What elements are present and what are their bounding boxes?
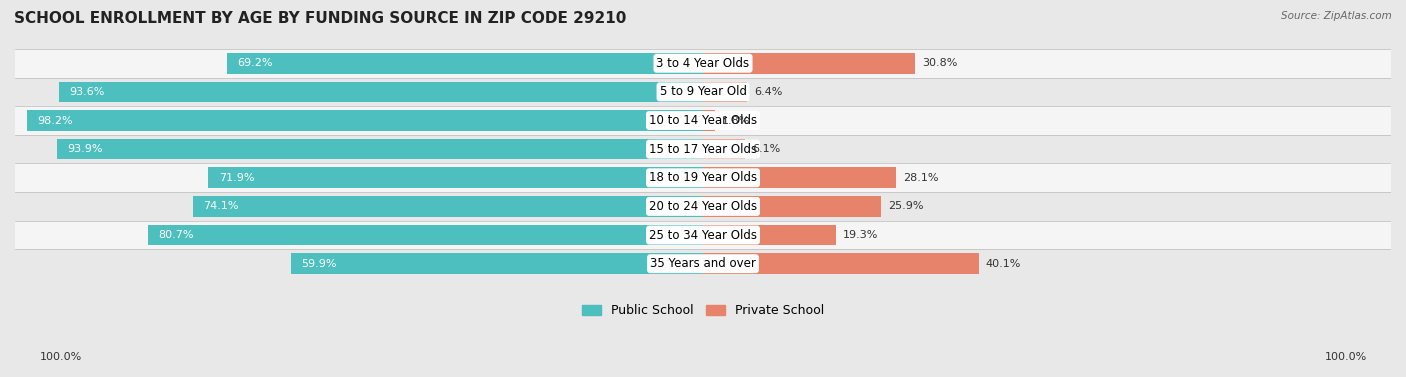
Text: 20 to 24 Year Olds: 20 to 24 Year Olds [650,200,756,213]
Bar [15,49,1391,78]
Bar [15,192,1391,221]
Bar [703,81,747,102]
Bar [291,253,703,274]
Bar [226,53,703,74]
Text: 19.3%: 19.3% [842,230,877,240]
Bar [193,196,703,217]
Text: 5 to 9 Year Old: 5 to 9 Year Old [659,85,747,98]
Bar [148,225,703,245]
Text: 25 to 34 Year Olds: 25 to 34 Year Olds [650,228,756,242]
Bar [703,196,882,217]
Bar [59,81,703,102]
Bar [703,167,897,188]
Bar [208,167,703,188]
Bar [15,249,1391,278]
Text: 15 to 17 Year Olds: 15 to 17 Year Olds [650,143,756,156]
Text: 100.0%: 100.0% [39,352,82,362]
Text: 93.6%: 93.6% [69,87,104,97]
Bar [703,110,716,131]
Text: SCHOOL ENROLLMENT BY AGE BY FUNDING SOURCE IN ZIP CODE 29210: SCHOOL ENROLLMENT BY AGE BY FUNDING SOUR… [14,11,627,26]
Bar [703,139,745,159]
Text: 80.7%: 80.7% [157,230,194,240]
Text: 6.4%: 6.4% [754,87,782,97]
Bar [27,110,703,131]
Text: 98.2%: 98.2% [38,115,73,126]
Text: 59.9%: 59.9% [301,259,336,269]
Text: 35 Years and over: 35 Years and over [650,257,756,270]
Text: Source: ZipAtlas.com: Source: ZipAtlas.com [1281,11,1392,21]
Bar [703,53,915,74]
Text: 93.9%: 93.9% [67,144,103,154]
Bar [15,106,1391,135]
Bar [58,139,703,159]
Text: 74.1%: 74.1% [204,201,239,211]
Bar [15,78,1391,106]
Text: 30.8%: 30.8% [922,58,957,68]
Bar [703,225,835,245]
Text: 3 to 4 Year Olds: 3 to 4 Year Olds [657,57,749,70]
Text: 28.1%: 28.1% [903,173,939,183]
Text: 40.1%: 40.1% [986,259,1021,269]
Text: 1.8%: 1.8% [723,115,751,126]
Text: 71.9%: 71.9% [219,173,254,183]
Bar [15,221,1391,249]
Text: 25.9%: 25.9% [889,201,924,211]
Bar [15,135,1391,164]
Text: 10 to 14 Year Olds: 10 to 14 Year Olds [650,114,756,127]
Text: 69.2%: 69.2% [238,58,273,68]
Text: 18 to 19 Year Olds: 18 to 19 Year Olds [650,171,756,184]
Legend: Public School, Private School: Public School, Private School [576,299,830,322]
Bar [703,253,979,274]
Bar [15,164,1391,192]
Text: 6.1%: 6.1% [752,144,780,154]
Text: 100.0%: 100.0% [1324,352,1367,362]
